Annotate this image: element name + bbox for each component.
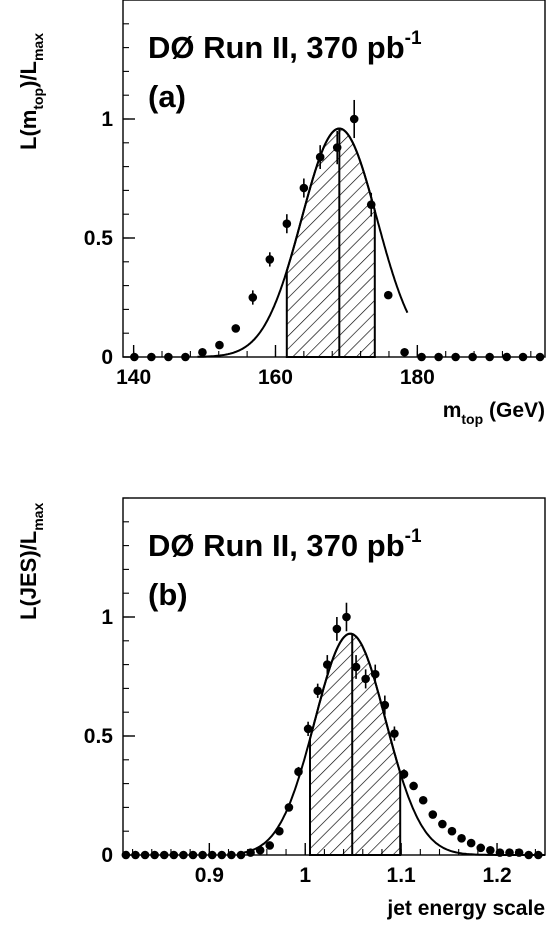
data-point [518, 352, 528, 362]
data-point [533, 850, 543, 860]
data-point [434, 352, 443, 362]
data-point [451, 352, 460, 362]
x-tick-label: 1 [299, 864, 311, 887]
data-point [476, 843, 486, 853]
data-point [294, 767, 303, 776]
y-tick-label: 1 [101, 108, 113, 131]
y-tick-label: 0.5 [84, 725, 114, 748]
data-point [322, 660, 332, 669]
data-point [227, 850, 236, 860]
x-tick-label: 1.2 [482, 864, 511, 887]
data-point [349, 114, 359, 124]
x-tick-label: 1.1 [387, 864, 417, 887]
data-point [248, 293, 258, 302]
data-point [495, 848, 505, 857]
data-point [207, 850, 217, 860]
data-point [428, 810, 438, 819]
data-point [535, 352, 545, 362]
data-point [409, 781, 418, 791]
data-point [361, 674, 370, 684]
data-point [485, 352, 494, 362]
x-axis-label: jet energy scale [386, 897, 545, 920]
data-point [231, 324, 241, 333]
data-point [179, 850, 188, 860]
data-point [418, 795, 428, 805]
x-tick-label: 180 [400, 366, 435, 389]
chart-title-text: DØ Run II, 370 pb [148, 30, 405, 65]
data-point [282, 219, 292, 229]
data-point [265, 841, 275, 850]
chart-title: DØ Run II, 370 pb-1 [148, 28, 422, 65]
data-point [383, 290, 393, 300]
data-point [466, 838, 476, 848]
data-point [313, 686, 322, 696]
data-point [284, 803, 294, 812]
chart-title-superscript: -1 [405, 526, 422, 547]
panel-label: (a) [148, 79, 186, 114]
data-point [399, 769, 409, 779]
plot-marks [121, 602, 545, 860]
axis-ticks: 0.9 1 1.1 1.2 0 0.5 1 [84, 497, 536, 887]
data-point [524, 850, 533, 860]
data-point [342, 612, 351, 622]
data-point [400, 347, 409, 357]
data-point [417, 352, 426, 362]
x-tick-label: 0.9 [195, 864, 224, 887]
data-point [140, 850, 150, 860]
data-point [447, 826, 457, 836]
y-tick-label: 0 [101, 346, 113, 369]
data-point [502, 352, 512, 362]
panel-a: 140 160 180 0 0.5 1 DØ Run II, 370 pb-1 (a) L… [16, 0, 546, 427]
data-point [303, 724, 313, 734]
data-point [380, 700, 390, 710]
y-tick-label: 0.5 [84, 227, 114, 250]
data-point [457, 834, 466, 843]
panel-label: (b) [148, 577, 188, 612]
data-point [255, 845, 265, 855]
data-point [181, 352, 190, 362]
data-point [390, 729, 399, 738]
data-point [147, 352, 156, 362]
axis-ticks: 140 160 180 0 0.5 1 [84, 0, 532, 389]
data-point [217, 850, 227, 860]
data-point [332, 143, 342, 152]
x-tick-label: 140 [116, 366, 151, 389]
data-point [198, 850, 207, 860]
data-point [486, 845, 495, 855]
data-point [215, 340, 224, 350]
data-point [438, 819, 447, 829]
data-point [265, 255, 275, 264]
data-point [366, 200, 376, 209]
data-point [131, 850, 140, 860]
y-axis-label: L(JES)/Lmax [16, 503, 46, 620]
y-axis-label: L(mtop)/Lmax [16, 33, 46, 150]
x-tick-label: 160 [258, 366, 293, 389]
data-point [164, 352, 173, 362]
data-point [246, 848, 255, 857]
data-point [150, 850, 159, 860]
data-point [159, 850, 169, 860]
x-axis-label: mtop (GeV) [443, 399, 545, 427]
data-point [198, 347, 207, 357]
data-point [468, 352, 477, 362]
data-point [275, 826, 284, 836]
data-point [236, 850, 246, 860]
data-point [370, 669, 380, 679]
data-point [332, 624, 342, 634]
data-point [188, 850, 198, 860]
data-point [505, 848, 514, 857]
chart-title-text: DØ Run II, 370 pb [148, 528, 405, 563]
data-point [315, 152, 325, 162]
plot-marks [130, 99, 545, 362]
chart-title-superscript: -1 [405, 28, 422, 49]
data-point [299, 183, 309, 193]
data-point [169, 850, 179, 860]
panel-b: 0.9 1 1.1 1.200.51 DØ Run II, 370 pb-1 (b) … [16, 497, 546, 920]
data-point [514, 848, 524, 857]
y-tick-label: 1 [101, 606, 113, 629]
y-tick-label: 0 [101, 844, 113, 867]
chart-title: DØ Run II, 370 pb-1 [148, 526, 422, 563]
data-point [351, 662, 361, 672]
